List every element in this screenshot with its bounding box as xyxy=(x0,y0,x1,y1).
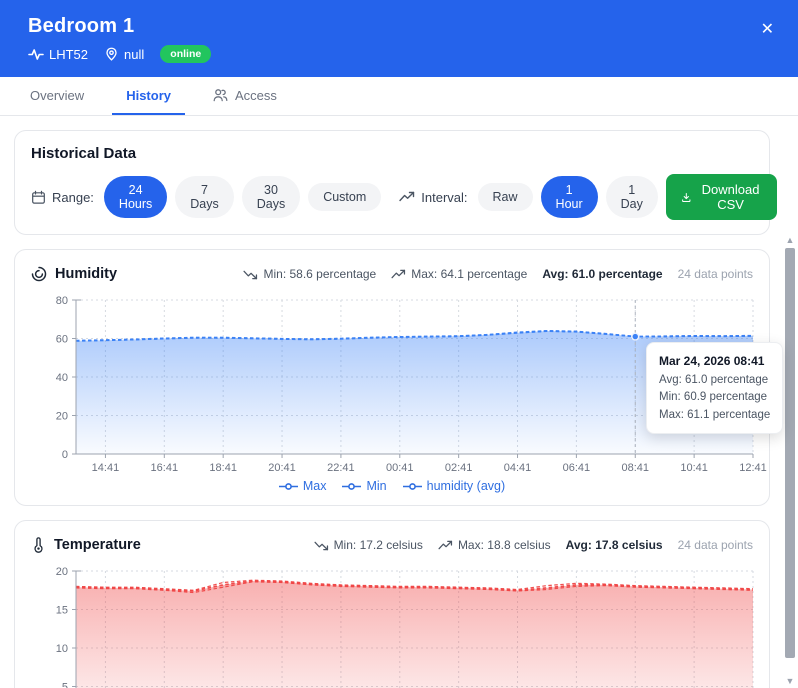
interval-label: Interval: xyxy=(399,190,467,205)
modal-header: Bedroom 1 LHT52 null online ✕ xyxy=(0,0,798,77)
svg-text:22:41: 22:41 xyxy=(327,462,355,474)
humidity-max-stat: Max: 64.1 percentage xyxy=(391,267,527,281)
trending-up-icon xyxy=(391,269,406,280)
legend-marker-icon xyxy=(342,482,361,491)
map-pin-icon xyxy=(104,47,119,62)
temperature-stats: Min: 17.2 celsius Max: 18.8 celsius Avg:… xyxy=(314,538,753,552)
tab-history-label: History xyxy=(126,88,171,103)
legend-item[interactable]: Min xyxy=(342,479,386,493)
device-location-label: null xyxy=(124,47,144,62)
svg-text:80: 80 xyxy=(56,295,68,307)
svg-text:60: 60 xyxy=(56,334,68,346)
temperature-avg-stat: Avg: 17.8 celsius xyxy=(566,538,663,552)
svg-text:20: 20 xyxy=(56,566,68,578)
range-custom-button[interactable]: Custom xyxy=(308,183,381,211)
interval-raw-button[interactable]: Raw xyxy=(478,183,533,211)
trending-up-icon xyxy=(399,191,415,203)
historical-data-card: Historical Data Range: 24 Hours 7 Days 3… xyxy=(14,130,770,235)
device-modal: Bedroom 1 LHT52 null online ✕ Overview H… xyxy=(0,0,798,688)
svg-text:0: 0 xyxy=(62,449,68,461)
scrollbar-thumb[interactable] xyxy=(785,248,795,658)
chart-tooltip: Mar 24, 2026 08:41 Avg: 61.0 percentage … xyxy=(646,342,783,434)
tooltip-timestamp: Mar 24, 2026 08:41 xyxy=(659,352,770,370)
tab-bar: Overview History Access xyxy=(0,77,798,116)
temperature-max-stat: Max: 18.8 celsius xyxy=(438,538,551,552)
legend-marker-icon xyxy=(279,482,298,491)
svg-text:15: 15 xyxy=(56,605,68,617)
page-title: Bedroom 1 xyxy=(28,15,770,38)
svg-text:5: 5 xyxy=(62,682,68,688)
tooltip-max: Max: 61.1 percentage xyxy=(659,407,770,424)
device-model: LHT52 xyxy=(28,47,88,62)
download-csv-button[interactable]: Download CSV xyxy=(666,174,777,220)
historical-data-title: Historical Data xyxy=(31,145,753,162)
trending-up-icon xyxy=(438,540,453,551)
tab-overview-label: Overview xyxy=(30,88,84,103)
range-30-days-button[interactable]: 30 Days xyxy=(242,176,300,218)
tab-overview[interactable]: Overview xyxy=(16,77,98,115)
temperature-card-header: Temperature Min: 17.2 celsius Max: 18.8 … xyxy=(31,533,753,557)
svg-text:08:41: 08:41 xyxy=(621,462,649,474)
range-label: Range: xyxy=(31,190,94,205)
humidity-title: Humidity xyxy=(55,266,117,282)
temperature-title: Temperature xyxy=(54,537,141,553)
tab-access-label: Access xyxy=(235,88,277,103)
svg-text:16:41: 16:41 xyxy=(151,462,179,474)
thermometer-icon xyxy=(31,537,46,553)
svg-text:12:41: 12:41 xyxy=(739,462,767,474)
calendar-icon xyxy=(31,190,46,205)
svg-text:14:41: 14:41 xyxy=(92,462,120,474)
tooltip-min: Min: 60.9 percentage xyxy=(659,389,770,406)
humidity-min-stat: Min: 58.6 percentage xyxy=(243,267,376,281)
temperature-count: 24 data points xyxy=(678,538,753,552)
legend-marker-icon xyxy=(403,482,422,491)
download-icon xyxy=(681,190,692,205)
legend-item[interactable]: humidity (avg) xyxy=(403,479,506,493)
svg-text:04:41: 04:41 xyxy=(504,462,532,474)
humidity-icon xyxy=(31,266,47,282)
humidity-stats: Min: 58.6 percentage Max: 64.1 percentag… xyxy=(243,267,753,281)
svg-text:20:41: 20:41 xyxy=(268,462,296,474)
trending-down-icon xyxy=(243,269,258,280)
modal-content: Historical Data Range: 24 Hours 7 Days 3… xyxy=(0,116,798,688)
interval-1-hour-button[interactable]: 1 Hour xyxy=(541,176,598,218)
range-7-days-button[interactable]: 7 Days xyxy=(175,176,233,218)
activity-icon xyxy=(28,48,44,61)
svg-text:10:41: 10:41 xyxy=(680,462,708,474)
humidity-avg-stat: Avg: 61.0 percentage xyxy=(542,267,662,281)
humidity-count: 24 data points xyxy=(678,267,753,281)
device-model-label: LHT52 xyxy=(49,47,88,62)
range-24-hours-button[interactable]: 24 Hours xyxy=(104,176,167,218)
download-csv-label: Download CSV xyxy=(699,182,761,212)
scroll-up-arrow[interactable]: ▲ xyxy=(783,234,797,246)
scroll-down-arrow[interactable]: ▼ xyxy=(783,675,797,687)
svg-text:40: 40 xyxy=(56,372,68,384)
temperature-chart[interactable]: 0510152014:4116:4118:4120:4122:4100:4102… xyxy=(31,563,753,688)
svg-text:18:41: 18:41 xyxy=(209,462,237,474)
svg-text:06:41: 06:41 xyxy=(563,462,591,474)
tooltip-avg: Avg: 61.0 percentage xyxy=(659,372,770,389)
tab-access[interactable]: Access xyxy=(199,77,291,115)
svg-text:10: 10 xyxy=(56,643,68,655)
controls-row: Range: 24 Hours 7 Days 30 Days Custom In… xyxy=(31,174,753,220)
svg-text:02:41: 02:41 xyxy=(445,462,473,474)
interval-1-day-button[interactable]: 1 Day xyxy=(606,176,658,218)
users-icon xyxy=(213,88,228,102)
scrollbar: ▲ ▼ xyxy=(783,233,797,688)
humidity-chart[interactable]: 0 20 40 60 80 14:41 16:41 18:41 20:41 22:41 00:41 0… xyxy=(31,292,753,477)
device-location: null xyxy=(104,47,144,62)
humidity-legend: Max Min humidity (avg) xyxy=(31,479,753,497)
humidity-card: Humidity Min: 58.6 percentage Max: 64.1 … xyxy=(14,249,770,506)
close-icon[interactable]: ✕ xyxy=(761,22,774,38)
temperature-min-stat: Min: 17.2 celsius xyxy=(314,538,423,552)
header-subrow: LHT52 null online xyxy=(28,45,770,63)
status-badge: online xyxy=(160,45,211,63)
temperature-card: Temperature Min: 17.2 celsius Max: 18.8 … xyxy=(14,520,770,688)
svg-text:20: 20 xyxy=(56,411,68,423)
tab-history[interactable]: History xyxy=(112,77,185,115)
legend-item[interactable]: Max xyxy=(279,479,327,493)
humidity-card-header: Humidity Min: 58.6 percentage Max: 64.1 … xyxy=(31,262,753,286)
svg-text:00:41: 00:41 xyxy=(386,462,414,474)
trending-down-icon xyxy=(314,540,329,551)
